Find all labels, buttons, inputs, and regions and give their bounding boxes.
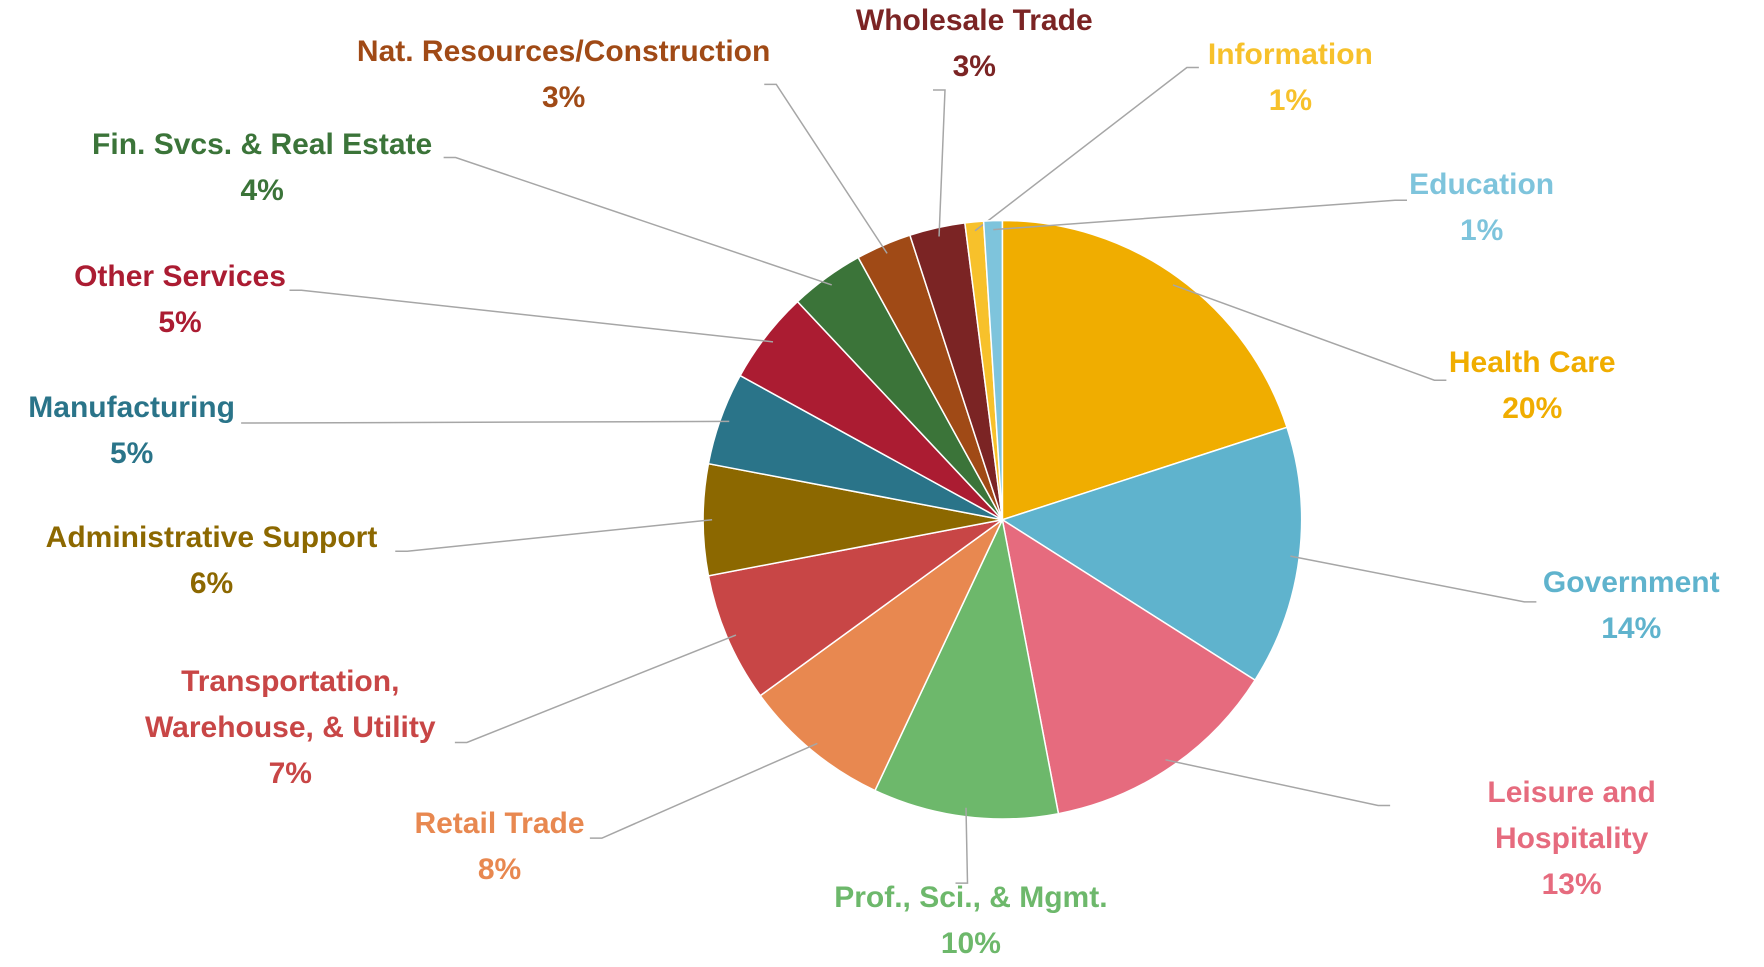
category-name: Information [1207,37,1373,71]
slice-label: Education 1% [1409,162,1554,254]
value-label: 20% [1502,391,1563,425]
leader-line [764,83,888,254]
leader-line [395,519,713,552]
slice-label: Health Care 20% [1449,340,1616,432]
category-name: Retail Trade [414,807,585,840]
category-name: Fin. Svcs. & Real Estate [92,127,433,161]
pie-slice [1001,518,1257,815]
value-label: 13% [1541,867,1602,901]
category-name: Education [1409,168,1555,201]
slice-label: Manufacturing 5% [28,385,235,477]
slice-label: Fin. Svcs. & Real Estate 4% [92,122,432,214]
slice-label: Government 14% [1543,560,1720,652]
value-label: 14% [1601,612,1662,646]
leader-line [1290,555,1537,603]
category-name: Nat. Resources/Construction [356,35,771,69]
value-label: 5% [158,306,202,340]
category-name: Prof., Sci., & Mgmt. [834,881,1108,915]
value-label: 1% [1459,214,1504,247]
leader-line [933,89,946,237]
category-name: Other Services [74,260,286,294]
value-label: 3% [541,81,586,115]
leader-line [589,742,818,839]
value-label: 6% [189,567,234,601]
category-name: Leisure and Hospitality [1487,775,1656,855]
leader-line [955,807,969,884]
value-label: 5% [109,436,154,470]
leader-line [454,634,737,744]
pie-slice [873,517,1060,820]
slice-label: Leisure and Hospitality 13% [1475,770,1667,908]
slice-label: Prof., Sci., & Mgmt. 10% [834,875,1107,967]
pie-slice [1001,219,1288,521]
slice-label: Other Services 5% [74,254,286,346]
category-name: Government [1542,566,1720,600]
leader-line [974,66,1199,232]
slice-label: Nat. Resources/Construction 3% [357,29,770,121]
pie-slice [759,519,1004,792]
slice-label: Information 1% [1208,32,1373,124]
leader-line [443,156,832,286]
leader-line [1165,759,1391,807]
category-name: Health Care [1448,345,1616,379]
value-label: 10% [940,927,1001,961]
slice-label: Administrative Support 6% [46,515,378,607]
value-label: 3% [952,49,996,83]
value-label: 8% [477,853,522,886]
slice-label: Retail Trade 8% [414,801,584,893]
leader-line [1172,284,1447,381]
slice-label: Wholesale Trade 3% [856,0,1093,90]
slice-label: Transportation, Warehouse, & Utility 7% [145,659,436,797]
pie-slice [982,219,1004,520]
value-label: 4% [240,173,284,207]
value-label: 1% [1268,83,1313,117]
category-name: Manufacturing [28,390,235,424]
leader-line [289,289,774,343]
value-label: 7% [268,757,312,791]
category-name: Transportation, Warehouse, & Utility [144,665,436,745]
category-name: Administrative Support [45,521,378,555]
category-name: Wholesale Trade [855,3,1093,37]
leader-line [241,420,730,424]
leader-line [993,199,1407,231]
